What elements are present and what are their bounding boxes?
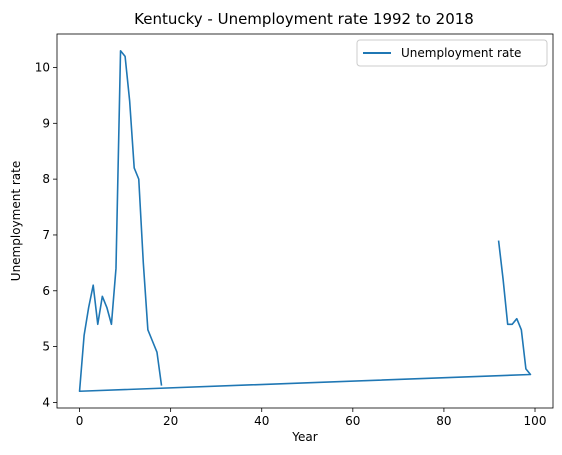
plot-area-frame	[56, 33, 554, 409]
y-tick-label: 7	[42, 228, 50, 242]
y-tick-label: 10	[35, 60, 50, 74]
axis-ticks: 0 20 40 60 80 100 4 5 6 7 8 9 10	[35, 60, 547, 428]
y-tick-label: 4	[42, 395, 50, 409]
y-tick-label: 5	[42, 340, 50, 354]
y-tick-label: 9	[42, 116, 50, 130]
chart-title: Kentucky - Unemployment rate 1992 to 201…	[134, 10, 474, 28]
y-tick-label: 8	[42, 172, 50, 186]
x-axis-label: Year	[291, 430, 317, 444]
x-tick-label: 100	[524, 414, 547, 428]
x-tick-label: 60	[345, 414, 360, 428]
y-tick-label: 6	[42, 284, 50, 298]
x-tick-label: 80	[436, 414, 451, 428]
legend-entry-label: Unemployment rate	[401, 46, 521, 60]
x-tick-label: 20	[163, 414, 178, 428]
series-line-0	[78, 49, 532, 393]
y-axis-label: Unemployment rate	[9, 161, 23, 281]
series-layer	[78, 49, 532, 393]
legend: Unemployment rate	[356, 39, 548, 67]
x-tick-label: 40	[254, 414, 269, 428]
x-tick-label: 0	[76, 414, 84, 428]
legend-box	[356, 39, 548, 67]
